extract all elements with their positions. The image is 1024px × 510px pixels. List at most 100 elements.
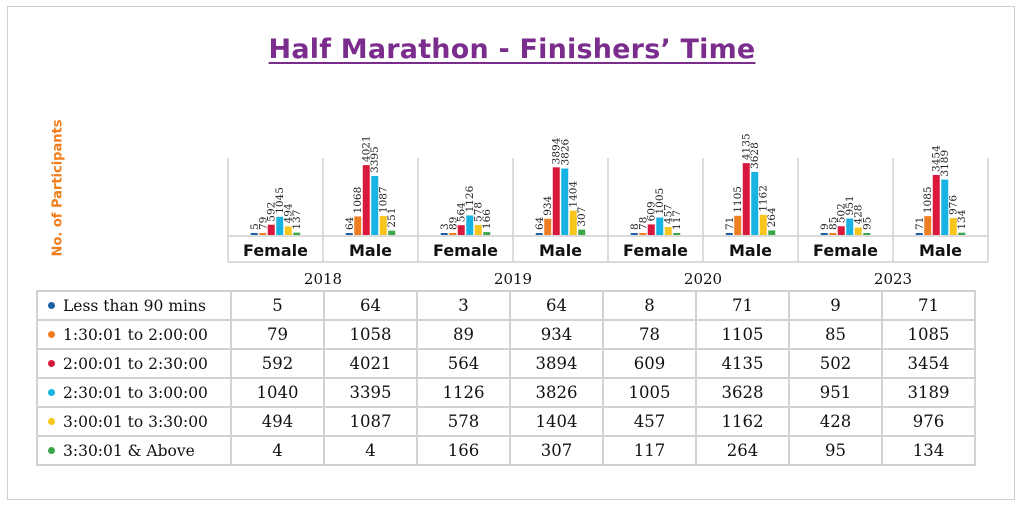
bar-value-label: 71 bbox=[724, 217, 736, 230]
bar-value-label: 934 bbox=[542, 195, 554, 215]
bar-value-label: 1087 bbox=[378, 186, 390, 213]
bar-value-label: 5 bbox=[249, 223, 261, 230]
category-label: Female bbox=[433, 241, 498, 260]
table-cell: 4 bbox=[230, 435, 325, 466]
bar-value-label: 134 bbox=[956, 209, 968, 229]
bar bbox=[578, 229, 586, 235]
bar bbox=[293, 232, 301, 235]
legend-row-label: 3:30:01 & Above bbox=[36, 435, 232, 466]
category-label: Male bbox=[919, 241, 962, 260]
legend-row-label: Less than 90 mins bbox=[36, 290, 232, 321]
bar-value-label: 64 bbox=[534, 216, 546, 230]
table-cell: 3395 bbox=[323, 377, 418, 408]
table-cell: 134 bbox=[881, 435, 976, 466]
bar-value-label: 564 bbox=[456, 202, 468, 222]
bar-value-label: 137 bbox=[291, 210, 303, 230]
table-cell: 3826 bbox=[509, 377, 604, 408]
legend-marker bbox=[48, 389, 55, 396]
legend-label: 2:30:01 to 3:00:00 bbox=[63, 383, 208, 402]
bar bbox=[267, 224, 275, 235]
table-cell: 494 bbox=[230, 406, 325, 437]
bar bbox=[958, 232, 966, 235]
bar-value-label: 95 bbox=[861, 217, 873, 230]
legend-label: Less than 90 mins bbox=[63, 296, 206, 315]
bar bbox=[569, 210, 577, 235]
bar bbox=[544, 218, 552, 235]
table-cell: 8 bbox=[602, 290, 697, 321]
category-label: Male bbox=[729, 241, 772, 260]
bar-value-label: 3189 bbox=[939, 150, 951, 177]
bar bbox=[768, 230, 776, 235]
table-cell: 457 bbox=[602, 406, 697, 437]
category-label: Female bbox=[813, 241, 878, 260]
legend-row-label: 3:00:01 to 3:30:00 bbox=[36, 406, 232, 437]
legend-row-label: 2:30:01 to 3:00:00 bbox=[36, 377, 232, 408]
bar-value-label: 609 bbox=[646, 201, 658, 221]
table-cell: 1085 bbox=[881, 319, 976, 350]
bar bbox=[466, 215, 474, 235]
bar-value-label: 264 bbox=[766, 207, 778, 227]
chart-frame bbox=[7, 6, 1015, 500]
bar bbox=[820, 233, 828, 235]
legend-label: 1:30:01 to 2:00:00 bbox=[63, 325, 208, 344]
table-cell: 564 bbox=[416, 348, 511, 379]
bar bbox=[949, 218, 957, 235]
table-cell: 502 bbox=[788, 348, 883, 379]
legend-row-label: 2:00:01 to 2:30:00 bbox=[36, 348, 232, 379]
legend-marker bbox=[48, 360, 55, 367]
table-cell: 428 bbox=[788, 406, 883, 437]
bar bbox=[829, 233, 837, 235]
year-label: 2020 bbox=[684, 270, 722, 288]
category-label: Male bbox=[539, 241, 582, 260]
table-cell: 609 bbox=[602, 348, 697, 379]
table-row: 2:30:01 to 3:00:00 1040 3395 1126 3826 1005 36… bbox=[36, 377, 976, 408]
table-cell: 9 bbox=[788, 290, 883, 321]
bar-value-label: 457 bbox=[663, 204, 675, 224]
bar-value-label: 85 bbox=[827, 217, 839, 230]
bar-value-label: 428 bbox=[853, 205, 865, 225]
table-cell: 592 bbox=[230, 348, 325, 379]
bar bbox=[535, 233, 543, 235]
bar bbox=[276, 216, 284, 235]
legend-label: 3:00:01 to 3:30:00 bbox=[63, 412, 208, 431]
bar-value-label: 8 bbox=[629, 223, 641, 230]
table-cell: 3628 bbox=[695, 377, 790, 408]
table-cell: 89 bbox=[416, 319, 511, 350]
table-cell: 4 bbox=[323, 435, 418, 466]
category-label: Female bbox=[243, 241, 308, 260]
bar bbox=[561, 168, 569, 235]
bar bbox=[639, 233, 647, 235]
bar bbox=[379, 216, 387, 235]
bar-value-label: 3826 bbox=[559, 138, 571, 165]
bar bbox=[250, 233, 258, 235]
bar bbox=[345, 233, 353, 235]
bar-value-label: 3628 bbox=[749, 142, 761, 169]
table-cell: 307 bbox=[509, 435, 604, 466]
bar bbox=[552, 167, 560, 235]
bar-value-label: 578 bbox=[473, 202, 485, 222]
bar bbox=[362, 165, 370, 235]
bar-value-label: 9 bbox=[819, 223, 831, 230]
table-cell: 1105 bbox=[695, 319, 790, 350]
table-row: 3:00:01 to 3:30:00 494 1087 578 1404 457 1162 4… bbox=[36, 406, 976, 437]
bar-value-label: 502 bbox=[836, 203, 848, 223]
bar bbox=[259, 233, 267, 235]
table-row: Less than 90 mins 5 64 3 64 8 71 9 71 bbox=[36, 290, 976, 321]
bar-value-label: 71 bbox=[914, 217, 926, 230]
bar-value-label: 1105 bbox=[732, 186, 744, 213]
bar bbox=[284, 226, 292, 235]
table-cell: 95 bbox=[788, 435, 883, 466]
bar bbox=[759, 214, 767, 235]
bar-value-label: 166 bbox=[481, 209, 493, 229]
bar bbox=[483, 232, 491, 235]
bar-value-label: 976 bbox=[948, 195, 960, 215]
table-cell: 79 bbox=[230, 319, 325, 350]
bar bbox=[863, 233, 871, 235]
bar-value-label: 4021 bbox=[361, 135, 373, 162]
table-cell: 3189 bbox=[881, 377, 976, 408]
bar bbox=[941, 179, 949, 235]
table-cell: 1087 bbox=[323, 406, 418, 437]
bar-value-label: 79 bbox=[257, 217, 269, 230]
category-label: Male bbox=[349, 241, 392, 260]
table-cell: 3894 bbox=[509, 348, 604, 379]
